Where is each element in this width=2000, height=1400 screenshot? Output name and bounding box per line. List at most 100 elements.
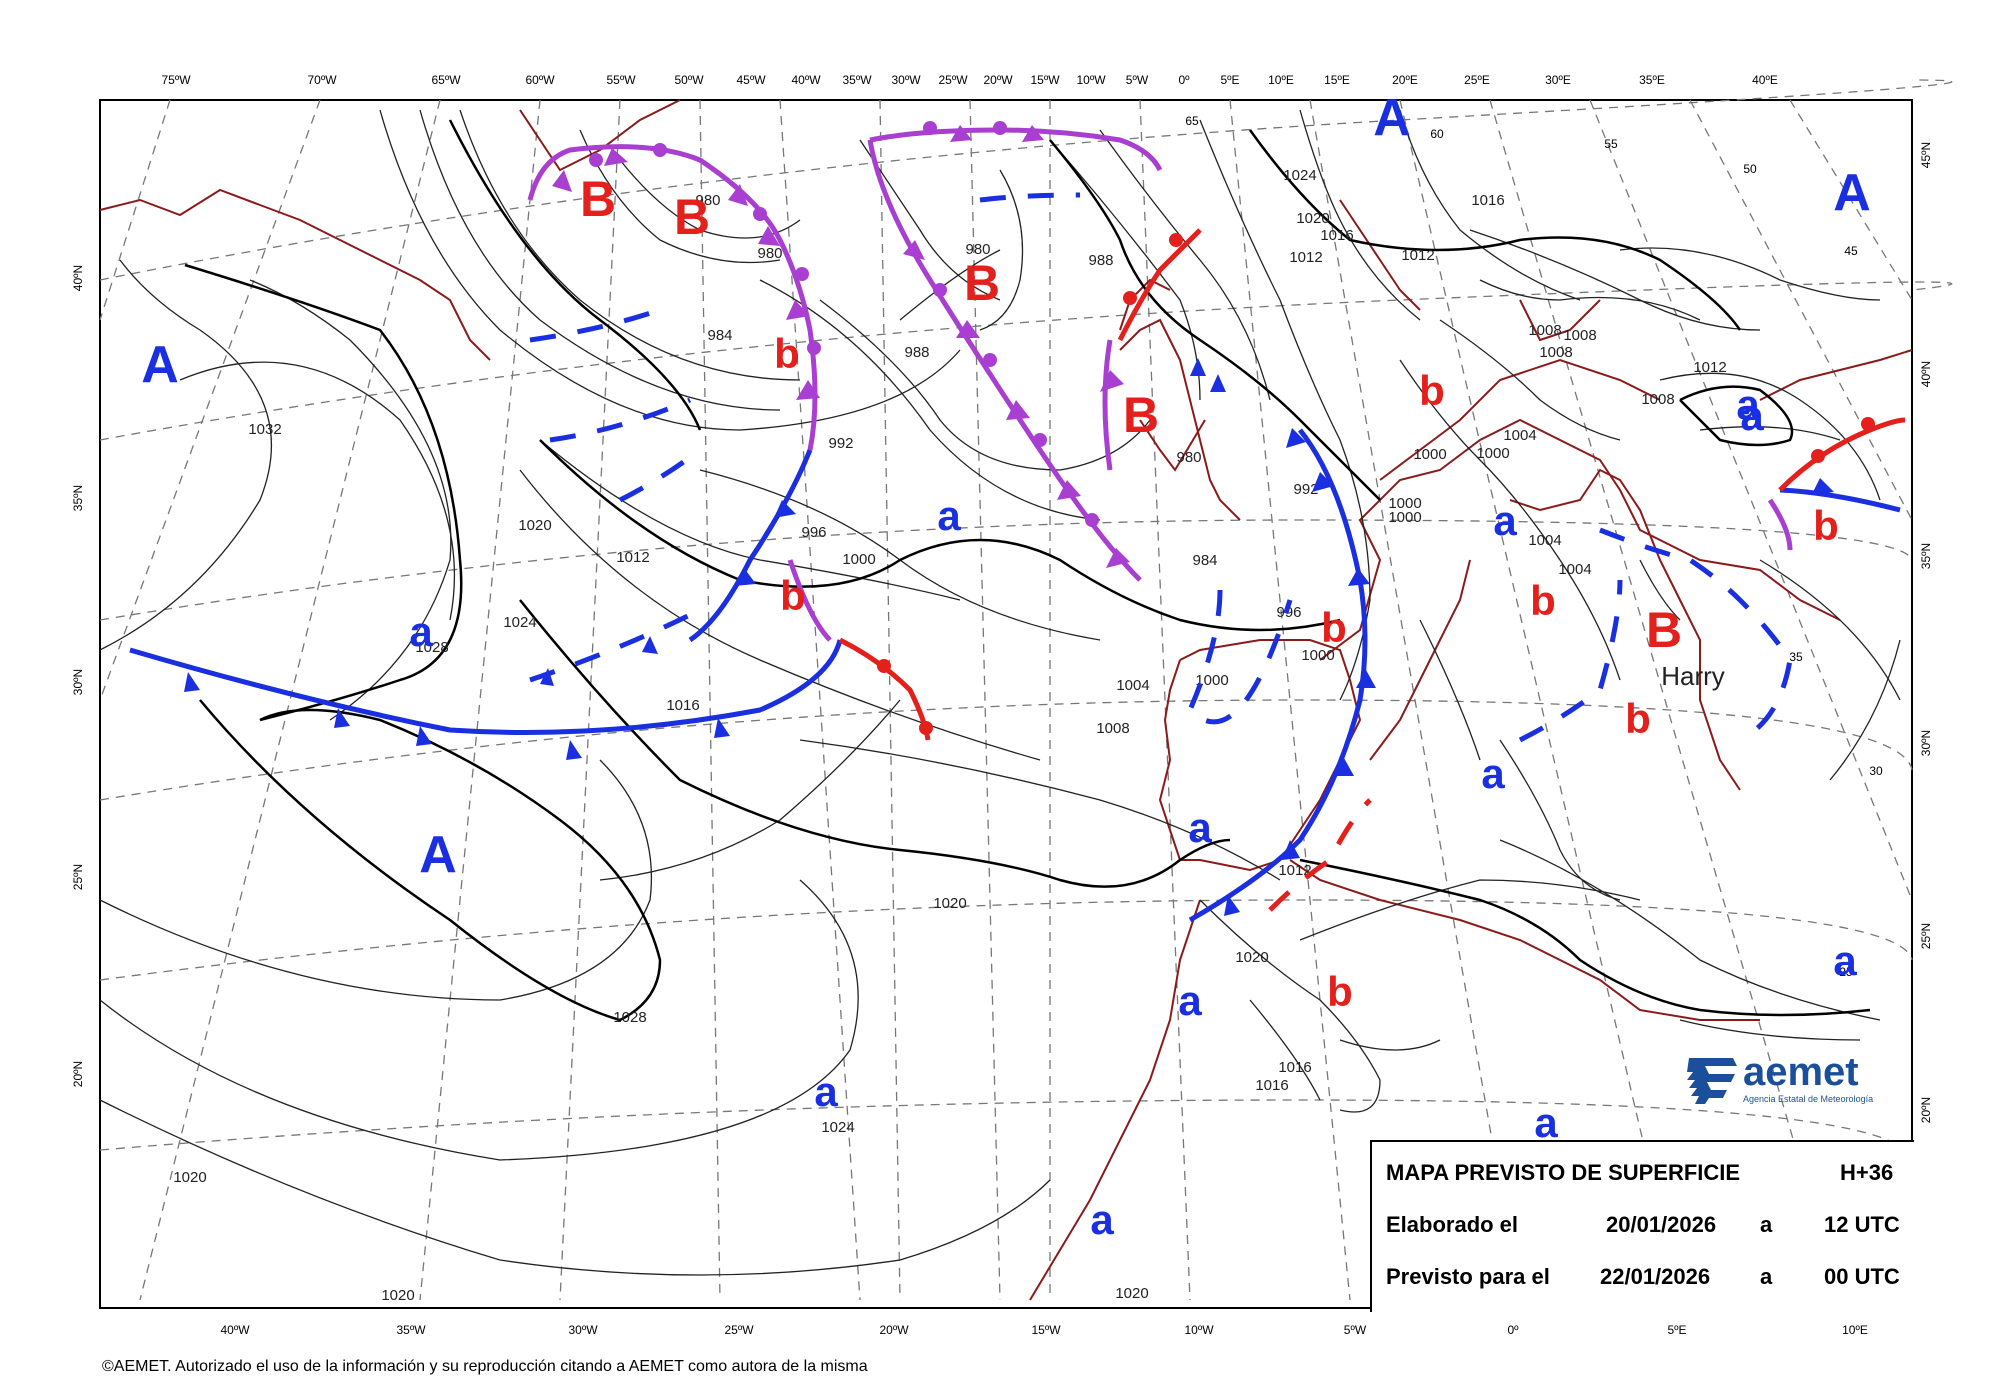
isobar-label: 1028 — [613, 1009, 646, 1026]
lon-label: 10ºE — [1842, 1323, 1868, 1337]
cold-front — [1779, 487, 1901, 513]
isobars — [99, 109, 1901, 1276]
graticule-number: 30 — [1869, 764, 1883, 778]
graticule-number: 55 — [1604, 137, 1618, 151]
front-triangle — [758, 226, 780, 246]
front-semicircle — [653, 143, 667, 157]
front-triangle — [552, 170, 572, 192]
bottom-longitude-labels: 40ºW 35ºW 30ºW 25ºW 20ºW 15ºW 10ºW 5ºW 0… — [220, 1323, 1867, 1337]
lon-label: 0º — [1507, 1323, 1519, 1337]
aemet-logo: aemet Agencia Estatal de Meteorología — [1685, 1050, 1915, 1110]
lon-label: 25ºW — [724, 1323, 754, 1337]
front-semicircle — [807, 341, 821, 355]
front-semicircle — [919, 721, 933, 735]
high-minor-label: a — [1833, 937, 1857, 984]
high-minor-label: a — [1534, 1099, 1558, 1146]
isobar-label: 980 — [757, 245, 782, 262]
isobar-label: 1000 — [1388, 509, 1421, 526]
isobar-label: 1016 — [1278, 1059, 1311, 1076]
lon-label: 10ºE — [1268, 73, 1294, 87]
front-triangle — [903, 240, 925, 260]
warm-front — [1117, 228, 1202, 342]
isobar-label: 1000 — [1476, 445, 1509, 462]
valid-time: 00 UTC — [1824, 1264, 1900, 1289]
graticule-numbers: 65 60 55 50 45 35 30 25 — [1185, 114, 1883, 979]
occluded-front — [1767, 498, 1793, 551]
isobar-label: 1000 — [1301, 647, 1334, 664]
lon-label: 15ºE — [1324, 73, 1350, 87]
isobar-label: 996 — [801, 524, 826, 541]
lon-label: 75ºW — [161, 73, 191, 87]
front-triangle — [1100, 370, 1124, 392]
lon-label: 5ºE — [1667, 1323, 1686, 1337]
front-triangle — [728, 184, 748, 206]
front-semicircle — [1861, 417, 1875, 431]
front-triangle — [950, 125, 972, 142]
occluded-front — [787, 559, 832, 642]
isobar-label: 1008 — [1528, 322, 1561, 339]
front-triangle — [1286, 428, 1306, 448]
high-minor-label: a — [814, 1068, 838, 1115]
front-semicircle — [589, 153, 603, 167]
low-center-label: B — [1646, 602, 1682, 658]
lon-label: 55ºW — [606, 73, 636, 87]
elaborated-date: 20/01/2026 — [1606, 1212, 1717, 1237]
isobar-labels: 1032 1028 1028 1024 1024 1020 1020 1020 … — [173, 167, 1726, 1304]
lon-label: 45ºW — [736, 73, 766, 87]
lat-label: 30ºN — [71, 669, 85, 695]
valid-date: 22/01/2026 — [1600, 1264, 1711, 1289]
front-triangle — [1057, 480, 1081, 500]
lon-label: 15ºW — [1031, 1323, 1061, 1337]
lon-label: 15ºW — [1030, 73, 1060, 87]
isobar-label: 988 — [904, 344, 929, 361]
isobar-label: 988 — [1088, 252, 1113, 269]
cold-fronts — [129, 428, 1901, 923]
lat-label: 40ºN — [71, 265, 85, 291]
isobar-label: 1000 — [842, 551, 875, 568]
isobar-label: 1016 — [1471, 192, 1504, 209]
cold-front — [129, 639, 843, 735]
elaborated-time: 12 UTC — [1824, 1212, 1900, 1237]
front-triangle — [956, 320, 980, 338]
graticule-number: 25 — [1839, 965, 1853, 979]
isobar-label: 1000 — [1195, 672, 1228, 689]
isobar-label: 1004 — [1116, 677, 1149, 694]
low-centers-minor: b b b b b b b b — [774, 330, 1839, 1015]
isobar-label: 1024 — [503, 614, 536, 631]
front-semicircle — [1033, 433, 1047, 447]
lat-label: 20ºN — [1919, 1097, 1933, 1123]
aemet-logo-word: aemet — [1743, 1050, 1859, 1094]
lon-label: 35ºE — [1639, 73, 1665, 87]
front-semicircle — [1169, 233, 1183, 247]
front-triangle — [604, 148, 628, 166]
trough-line — [979, 192, 1081, 203]
front-triangle — [566, 740, 582, 760]
cold-front-symbols — [184, 428, 1834, 916]
isobar-label: 1020 — [933, 895, 966, 912]
graticule-number: 50 — [1743, 162, 1757, 176]
low-center-label: B — [1123, 387, 1159, 443]
isobar-label: 1012 — [1401, 247, 1434, 264]
isobar-label: 980 — [1176, 449, 1201, 466]
lon-label: 10ºW — [1076, 73, 1106, 87]
storm-name-label: Harry — [1661, 661, 1725, 691]
graticule-number: 65 — [1185, 114, 1199, 128]
aemet-logo-icon — [1687, 1058, 1737, 1104]
cold-front — [1188, 428, 1368, 923]
isobar-label: 1008 — [1563, 327, 1596, 344]
lat-label: 25ºN — [1919, 923, 1933, 949]
low-minor-label: b — [1625, 695, 1651, 742]
isobar-label: 1020 — [381, 1287, 414, 1304]
front-triangle — [1312, 472, 1334, 492]
lon-label: 5ºE — [1220, 73, 1239, 87]
lon-label: 70ºW — [307, 73, 337, 87]
trough-line — [1268, 798, 1372, 912]
map-info-box: MAPA PREVISTO DE SUPERFICIE H+36 Elabora… — [1370, 1140, 1914, 1312]
front-triangle — [1812, 478, 1834, 494]
lon-label: 30ºE — [1545, 73, 1571, 87]
high-centers-minor: a a a a a a a a a a a a — [409, 381, 1857, 1243]
front-triangle — [1022, 125, 1044, 142]
warm-front — [1778, 417, 1906, 492]
low-center-label: B — [674, 189, 710, 245]
high-centers-major: A A A A — [141, 89, 1871, 884]
